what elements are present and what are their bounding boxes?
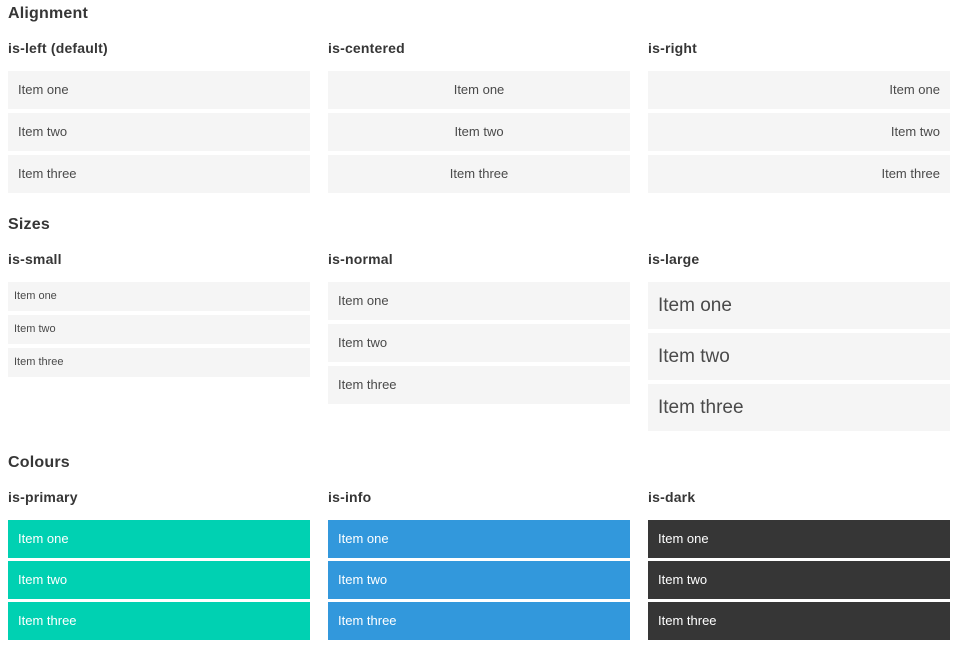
column-is-large: is-large Item one Item two Item three — [648, 251, 950, 431]
list-item: Item two — [648, 333, 950, 380]
column-is-left: is-left (default) Item one Item two Item… — [8, 40, 310, 193]
column-is-normal: is-normal Item one Item two Item three — [328, 251, 630, 404]
list-item: Item two — [328, 561, 630, 599]
list-item: Item three — [328, 602, 630, 640]
list-is-primary: Item one Item two Item three — [8, 520, 310, 640]
list-is-normal: Item one Item two Item three — [328, 282, 630, 404]
group-title-is-centered: is-centered — [328, 40, 405, 56]
group-title-is-large: is-large — [648, 251, 700, 267]
list-item: Item two — [648, 113, 950, 151]
group-title-is-right: is-right — [648, 40, 698, 56]
group-title-is-info: is-info — [328, 489, 372, 505]
group-title-is-normal: is-normal — [328, 251, 393, 267]
group-title-is-dark: is-dark — [648, 489, 696, 505]
column-is-right: is-right Item one Item two Item three — [648, 40, 950, 193]
list-item: Item one — [648, 71, 950, 109]
column-is-centered: is-centered Item one Item two Item three — [328, 40, 630, 193]
list-item: Item three — [648, 384, 950, 431]
list-is-right: Item one Item two Item three — [648, 71, 950, 193]
list-is-dark: Item one Item two Item three — [648, 520, 950, 640]
list-item: Item one — [328, 282, 630, 320]
list-item: Item one — [8, 282, 310, 311]
alignment-columns: is-left (default) Item one Item two Item… — [8, 40, 950, 193]
list-is-small: Item one Item two Item three — [8, 282, 310, 377]
list-item: Item two — [8, 113, 310, 151]
section-title-sizes: Sizes — [8, 216, 50, 233]
column-is-info: is-info Item one Item two Item three — [328, 489, 630, 640]
list-item: Item two — [328, 324, 630, 362]
list-item: Item one — [328, 520, 630, 558]
section-alignment: Alignment is-left (default) Item one Ite… — [8, 4, 950, 193]
list-item: Item two — [8, 315, 310, 344]
list-item: Item one — [648, 520, 950, 558]
list-item: Item three — [328, 155, 630, 193]
sizes-columns: is-small Item one Item two Item three is… — [8, 251, 950, 431]
list-item: Item two — [328, 113, 630, 151]
list-is-centered: Item one Item two Item three — [328, 71, 630, 193]
section-title-colours: Colours — [8, 454, 70, 471]
list-item: Item two — [8, 561, 310, 599]
list-item: Item three — [328, 366, 630, 404]
section-sizes: Sizes is-small Item one Item two Item th… — [8, 215, 950, 431]
column-is-dark: is-dark Item one Item two Item three — [648, 489, 950, 640]
list-is-left: Item one Item two Item three — [8, 71, 310, 193]
list-item: Item three — [8, 348, 310, 377]
list-item: Item one — [328, 71, 630, 109]
list-examples-page: Alignment is-left (default) Item one Ite… — [8, 4, 950, 640]
group-title-is-left: is-left (default) — [8, 40, 108, 56]
list-item: Item one — [8, 71, 310, 109]
section-colours: Colours is-primary Item one Item two Ite… — [8, 453, 950, 640]
group-title-is-small: is-small — [8, 251, 62, 267]
column-is-primary: is-primary Item one Item two Item three — [8, 489, 310, 640]
column-is-small: is-small Item one Item two Item three — [8, 251, 310, 377]
list-item: Item three — [8, 155, 310, 193]
section-title-alignment: Alignment — [8, 5, 89, 22]
list-item: Item three — [648, 602, 950, 640]
list-item: Item two — [648, 561, 950, 599]
list-item: Item three — [8, 602, 310, 640]
list-item: Item one — [648, 282, 950, 329]
colours-columns: is-primary Item one Item two Item three … — [8, 489, 950, 640]
list-is-large: Item one Item two Item three — [648, 282, 950, 431]
list-item: Item one — [8, 520, 310, 558]
list-item: Item three — [648, 155, 950, 193]
group-title-is-primary: is-primary — [8, 489, 78, 505]
list-is-info: Item one Item two Item three — [328, 520, 630, 640]
